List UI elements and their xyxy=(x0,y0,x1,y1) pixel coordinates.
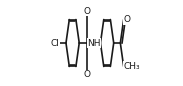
Text: O: O xyxy=(84,70,91,79)
Text: NH: NH xyxy=(87,39,101,47)
Text: O: O xyxy=(124,15,131,24)
Text: Cl: Cl xyxy=(51,39,59,47)
Text: CH₃: CH₃ xyxy=(124,62,140,71)
Text: O: O xyxy=(84,7,91,16)
